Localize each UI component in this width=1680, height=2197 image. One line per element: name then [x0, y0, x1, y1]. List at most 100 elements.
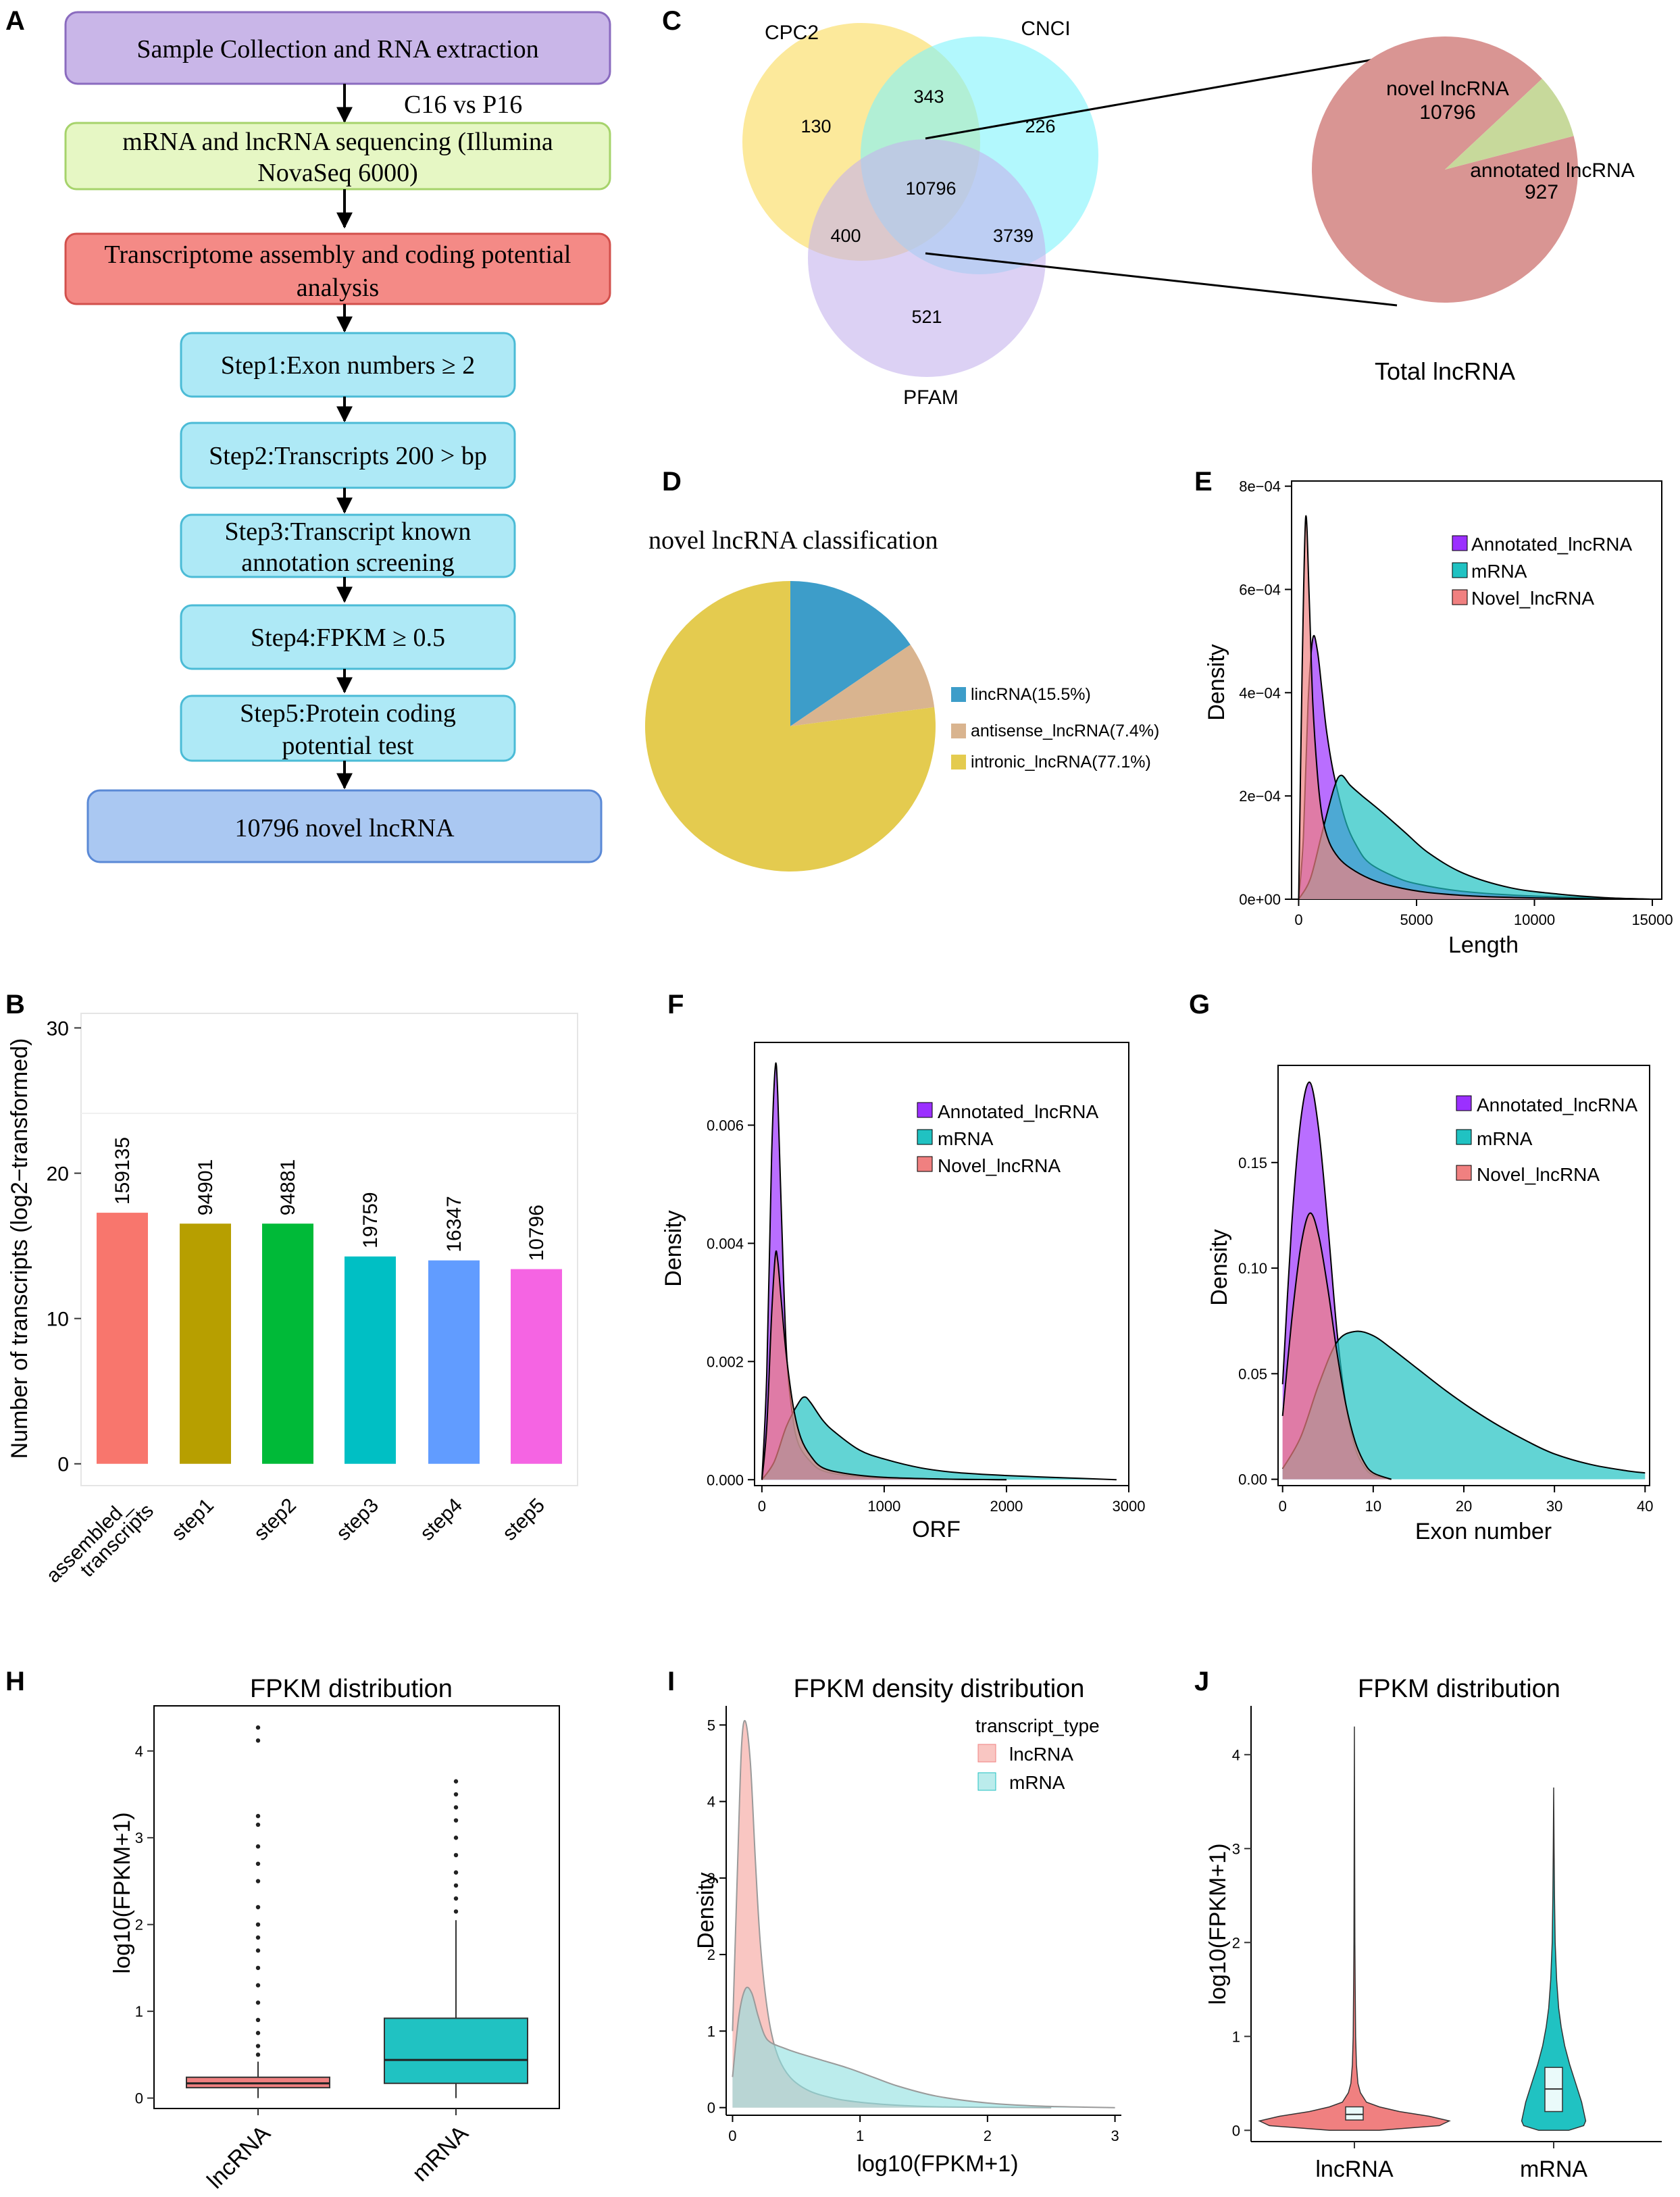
plot-h-xtick-label: mRNA	[407, 2121, 474, 2187]
plot-i-ticks: 0 1 2 3 0 1 2 3 4 5	[707, 1717, 1119, 2144]
plot-g-ytick-label: 0.15	[1238, 1155, 1267, 1171]
flow-box-sample-collection	[64, 11, 611, 85]
box-outlier	[255, 2031, 261, 2036]
plot-f-legend-mrna: mRNA	[938, 1128, 994, 1149]
plot-e-legend-novel: Novel_lncRNA	[1471, 588, 1594, 609]
plot-g-areas	[1281, 1081, 1646, 1480]
plot-f-xtick-label: 3000	[1113, 1498, 1146, 1515]
plot-i-xtick-label: 1	[856, 2127, 864, 2144]
plot-b-ytick-label: 20	[47, 1163, 69, 1186]
bar-value-label-1: 94901	[195, 1159, 217, 1215]
plot-f-xtick-label: 1000	[867, 1498, 900, 1515]
flow-box-step1	[180, 332, 516, 398]
plot-e-ylabel: Density	[1204, 644, 1229, 720]
box-outlier	[453, 1852, 459, 1858]
plot-g-ytick-label: 0.00	[1238, 1471, 1267, 1488]
plot-b-panel	[80, 1013, 578, 1486]
plot-f-xlabel: ORF	[912, 1517, 961, 1542]
pie-c-novel-value: 10796	[1419, 101, 1475, 124]
plot-g-ytick-label: 0.05	[1238, 1365, 1267, 1382]
novel-lncrna-classification-pie	[644, 581, 936, 872]
panel-label-j: J	[1194, 1667, 1209, 1696]
pie-d-title: novel lncRNA classification	[648, 526, 938, 555]
plot-i-xtick-label: 3	[1111, 2127, 1119, 2144]
plot-j-ytick-label: 2	[1232, 1934, 1240, 1951]
bar-3	[345, 1256, 396, 1464]
box-outlier	[453, 1805, 459, 1810]
plot-e-area-mRNA	[1298, 775, 1652, 899]
plot-g-legend-annotated: Annotated_lncRNA	[1477, 1094, 1637, 1115]
plot-j-ytick-label: 3	[1232, 1840, 1240, 1857]
flow-box-step3-line2: annotation screening	[241, 549, 455, 577]
box-outlier	[255, 1861, 261, 1866]
plot-f-area-Novel_lncRNA	[761, 1251, 1007, 1480]
plot-b-ytick-label: 0	[57, 1454, 69, 1476]
plot-i-ylabel: Density	[693, 1872, 719, 1948]
panel-i-fpkm-density: I FPKM density distribution 0 1 2 3 0 1 2 3 4 5 l…	[667, 1667, 1121, 2177]
panel-label-i: I	[667, 1667, 675, 1696]
plot-e-ytick-label: 2e−04	[1239, 788, 1281, 805]
panel-label-d: D	[662, 467, 682, 497]
box-outlier	[255, 1904, 261, 1910]
plot-e-xtick-label: 10000	[1514, 911, 1555, 928]
plot-j-title: FPKM distribution	[1358, 1675, 1560, 1703]
bar-value-label-2: 94881	[277, 1159, 299, 1215]
venn-region-cpc2-pfam: 400	[830, 226, 861, 246]
flow-box-step4-text: Step4:FPKM ≥ 0.5	[251, 624, 445, 652]
flow-box-sequencing	[64, 122, 611, 191]
bar-4	[428, 1260, 480, 1464]
plot-e-ytick-label: 8e−04	[1239, 478, 1281, 495]
plot-g-xtick-label: 0	[1279, 1498, 1287, 1515]
panel-h-boxplot: H FPKM distribution lncRNA mRNA 0 1 2 3 4 log1…	[5, 1667, 560, 2194]
box-mRNA	[384, 2017, 528, 2084]
box-outlier	[255, 1879, 261, 1884]
venn-connector-top	[925, 54, 1398, 140]
flow-box-sample-collection-text: Sample Collection and RNA extraction	[136, 35, 538, 64]
plot-j-violins: lncRNA mRNA 0 1 2 3 4	[1232, 1726, 1587, 2182]
plot-h-xtick-label: lncRNA	[202, 2121, 276, 2194]
panel-label-f: F	[667, 990, 684, 1019]
venn-set-pfam: PFAM	[903, 386, 959, 409]
plot-g-xtick-label: 30	[1546, 1498, 1562, 1515]
plot-f-xtick-label: 0	[758, 1498, 766, 1515]
plot-g-legend-swatch-mrna	[1456, 1129, 1472, 1145]
bar-5	[511, 1269, 562, 1464]
box-outlier	[255, 1922, 261, 1927]
plot-e-areas	[1298, 515, 1653, 900]
pie-c-title: Total lncRNA	[1375, 357, 1515, 385]
plot-f-xtick-label: 2000	[990, 1498, 1023, 1515]
box-outlier	[255, 1965, 261, 1971]
pie-d-legend-swatch-intronic	[951, 755, 966, 769]
plot-j-ytick-label: 0	[1232, 2122, 1240, 2139]
bar-category-label-3: step3	[332, 1494, 383, 1545]
plot-i-legend-mrna: mRNA	[1009, 1772, 1065, 1793]
violin-box-lncRNA	[1345, 2106, 1364, 2121]
plot-e-ytick-label: 6e−04	[1239, 581, 1281, 598]
flow-box-step2-text: Step2:Transcripts 200 > bp	[209, 442, 487, 470]
pie-d-legend-swatch-antisense	[951, 724, 966, 738]
plot-g-xlabel: Exon number	[1415, 1519, 1552, 1544]
plot-g-ylabel: Density	[1206, 1229, 1232, 1305]
plot-g-line-Novel_lncRNA	[1281, 1212, 1392, 1480]
plot-g-xtick-label: 20	[1456, 1498, 1472, 1515]
panel-e-length-density: E 0 5000 10000 15000 0e+00 2e−04 4e−04 6e−04 8e−…	[1194, 467, 1673, 958]
pie-d-legend-lincrna: lincRNA(15.5%)	[971, 685, 1091, 704]
panel-label-g: G	[1189, 990, 1210, 1019]
bar-1	[180, 1223, 231, 1464]
plot-f-ytick-label: 0.002	[707, 1353, 744, 1370]
plot-i-xtick-label: 0	[728, 2127, 736, 2144]
plot-f-legend-novel: Novel_lncRNA	[938, 1155, 1061, 1176]
pie-d-legend-antisense: antisense_lncRNA(7.4%)	[971, 722, 1159, 740]
box-outlier	[255, 2000, 261, 2005]
plot-i-xtick-label: 2	[984, 2127, 992, 2144]
plot-i-areas	[732, 1719, 1115, 2108]
box-outlier	[255, 2052, 261, 2057]
plot-g-area-Novel_lncRNA	[1282, 1213, 1392, 1480]
panel-label-c: C	[662, 6, 682, 36]
plot-e-area-Novel_lncRNA	[1298, 515, 1652, 899]
plot-f-ticks: 0 1000 2000 3000 0.000 0.002 0.004 0.006	[707, 1117, 1146, 1515]
box-outlier	[453, 1883, 459, 1888]
panel-d-pie: D novel lncRNA classification lincRNA(15…	[644, 467, 1159, 872]
plot-i-line-mRNA	[732, 1986, 1115, 2108]
box-outlier	[453, 1836, 459, 1840]
